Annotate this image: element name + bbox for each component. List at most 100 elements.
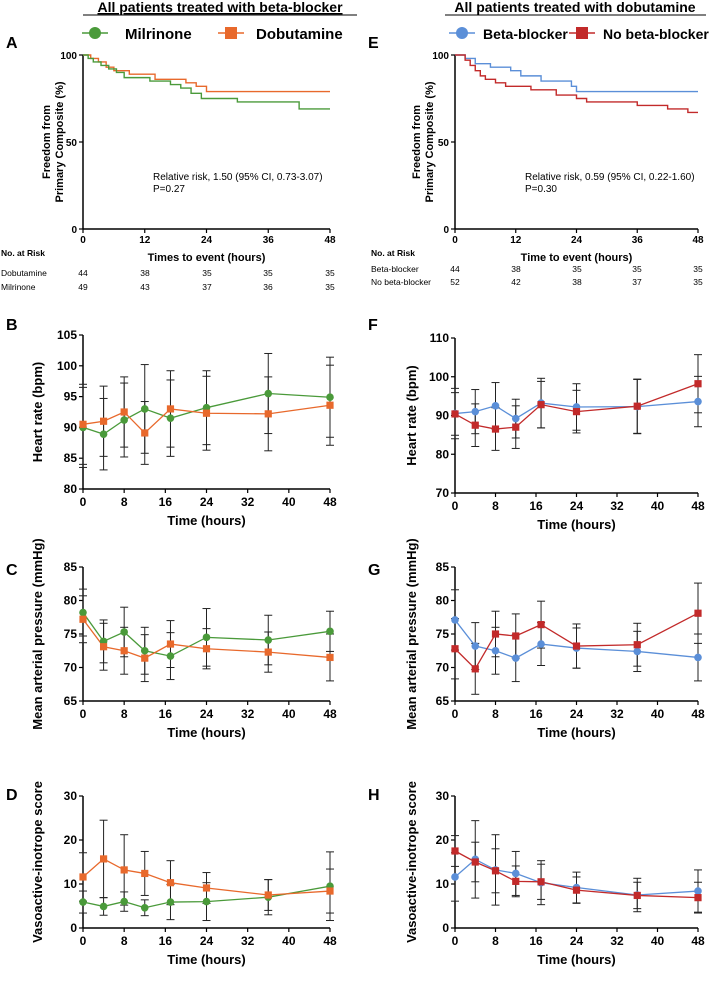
x-tick-label: 36 [632,235,644,246]
y-tick-label: 75 [436,627,450,641]
data-point-dobutamine [166,879,175,887]
km-curve-beta-blocker [455,54,698,93]
y-tick-label: 10 [436,877,450,891]
x-tick-label: 0 [80,495,87,509]
legend-milrinone-marker [89,27,101,39]
data-point-beta-blocker [491,646,500,655]
data-point-milrinone [202,897,211,906]
x-tick-label: 32 [610,934,624,948]
data-point-milrinone [79,608,87,617]
y-tick-label: 0 [70,921,77,935]
data-point-no-beta-blocker [471,858,479,866]
y-tick-label: 85 [64,451,78,465]
x-tick-label: 48 [691,934,705,948]
data-point-no-beta-blocker [512,423,520,431]
x-tick-label: 40 [651,707,665,721]
y-tick-label: 85 [436,560,450,574]
x-tick-label: 16 [159,934,173,948]
risk-table-row-label: No beta-blocker [371,277,431,287]
data-point-dobutamine [120,408,128,416]
data-point-milrinone [202,633,211,642]
risk-table-title: No. at Risk [371,248,415,258]
x-tick-label: 8 [492,499,499,513]
x-tick-label: 32 [610,499,624,513]
y-tick-label: 70 [436,486,450,500]
data-point-no-beta-blocker [572,886,581,894]
data-point-dobutamine [99,855,108,863]
x-tick-label: 40 [651,499,665,513]
data-point-beta-blocker [491,402,500,410]
x-tick-label: 48 [323,707,337,721]
x-tick-label: 24 [200,934,214,948]
data-point-dobutamine [202,884,211,892]
legend-no-beta-blocker-label: No beta-blocker [603,26,709,42]
risk-table-value: 37 [202,282,212,292]
y-tick-label: 65 [436,694,450,708]
x-tick-label: 0 [452,235,458,246]
panel-f: F 0 8 16 24 32 40 48 70 80 90 100 110 Time (hours) Hea… [368,317,705,532]
y-axis-label: Vasoactive-inotrope score [30,781,45,943]
data-point-milrinone [166,414,175,422]
data-point-dobutamine [326,401,334,409]
data-point-no-beta-blocker [451,847,459,855]
data-point-no-beta-blocker [491,425,500,433]
data-point-dobutamine [99,417,108,425]
data-point-beta-blocker [471,407,480,416]
x-axis-label: Time (hours) [537,725,616,740]
x-tick-label: 0 [80,235,86,246]
data-point-dobutamine [99,643,108,651]
y-tick-label: 0 [442,921,449,935]
y-tick-label: 80 [436,447,450,461]
data-point-beta-blocker [694,887,702,895]
x-tick-label: 8 [121,934,128,948]
data-point-beta-blocker [451,616,459,624]
data-point-milrinone [140,903,149,912]
data-point-dobutamine [120,866,128,874]
data-point-no-beta-blocker [471,665,479,673]
x-tick-label: 40 [651,934,665,948]
data-point-dobutamine [141,429,149,437]
data-point-dobutamine [166,405,175,413]
x-tick-label: 48 [323,934,337,948]
km-curve-milrinone [83,54,330,110]
risk-table-value: 37 [632,277,642,287]
y-tick-label: 80 [436,594,450,608]
annotation-line: P=0.30 [525,184,557,195]
risk-table-value: 35 [693,277,703,287]
data-point-beta-blocker [511,869,520,878]
data-point-no-beta-blocker [694,609,702,617]
risk-table-title: No. at Risk [1,248,45,258]
data-point-milrinone [202,403,211,412]
x-tick-label: 48 [324,235,336,246]
panel-d: D 0 8 16 24 32 40 48 0 10 20 30 Time (hours) Vasoacti… [6,781,337,967]
data-point-milrinone [120,416,128,424]
data-point-milrinone [326,627,334,636]
x-tick-label: 24 [201,235,213,246]
data-point-beta-blocker [511,414,520,423]
y-axis-label: Mean arterial pressure (mmHg) [404,538,419,729]
x-tick-label: 0 [452,934,459,948]
y-tick-label: 50 [66,138,78,149]
x-tick-label: 8 [492,707,499,721]
data-point-no-beta-blocker [633,641,641,649]
annotation-line: Relative risk, 0.59 (95% CI, 0.22-1.60) [525,172,695,183]
data-point-no-beta-blocker [512,877,520,885]
x-axis-label: Time (hours) [537,517,616,532]
y-tick-label: 90 [436,409,450,423]
data-point-milrinone [79,898,87,906]
km-curve-dobutamine [83,54,330,93]
x-tick-label: 24 [570,499,584,513]
x-tick-label: 48 [692,235,704,246]
risk-table-value: 35 [693,264,703,274]
x-tick-label: 12 [139,235,151,246]
panel-b: B 0 8 16 24 32 40 48 80 85 90 95 100 105 Time (hours) H… [6,317,337,528]
x-tick-label: 16 [159,495,173,509]
y-tick-label: 85 [64,560,78,574]
data-point-no-beta-blocker [451,645,459,653]
data-point-milrinone [264,389,273,398]
risk-table-value: 42 [511,277,521,287]
panel-letter: B [6,317,18,334]
data-point-no-beta-blocker [491,867,500,875]
heading-right: All patients treated with dobutamine [454,0,695,15]
